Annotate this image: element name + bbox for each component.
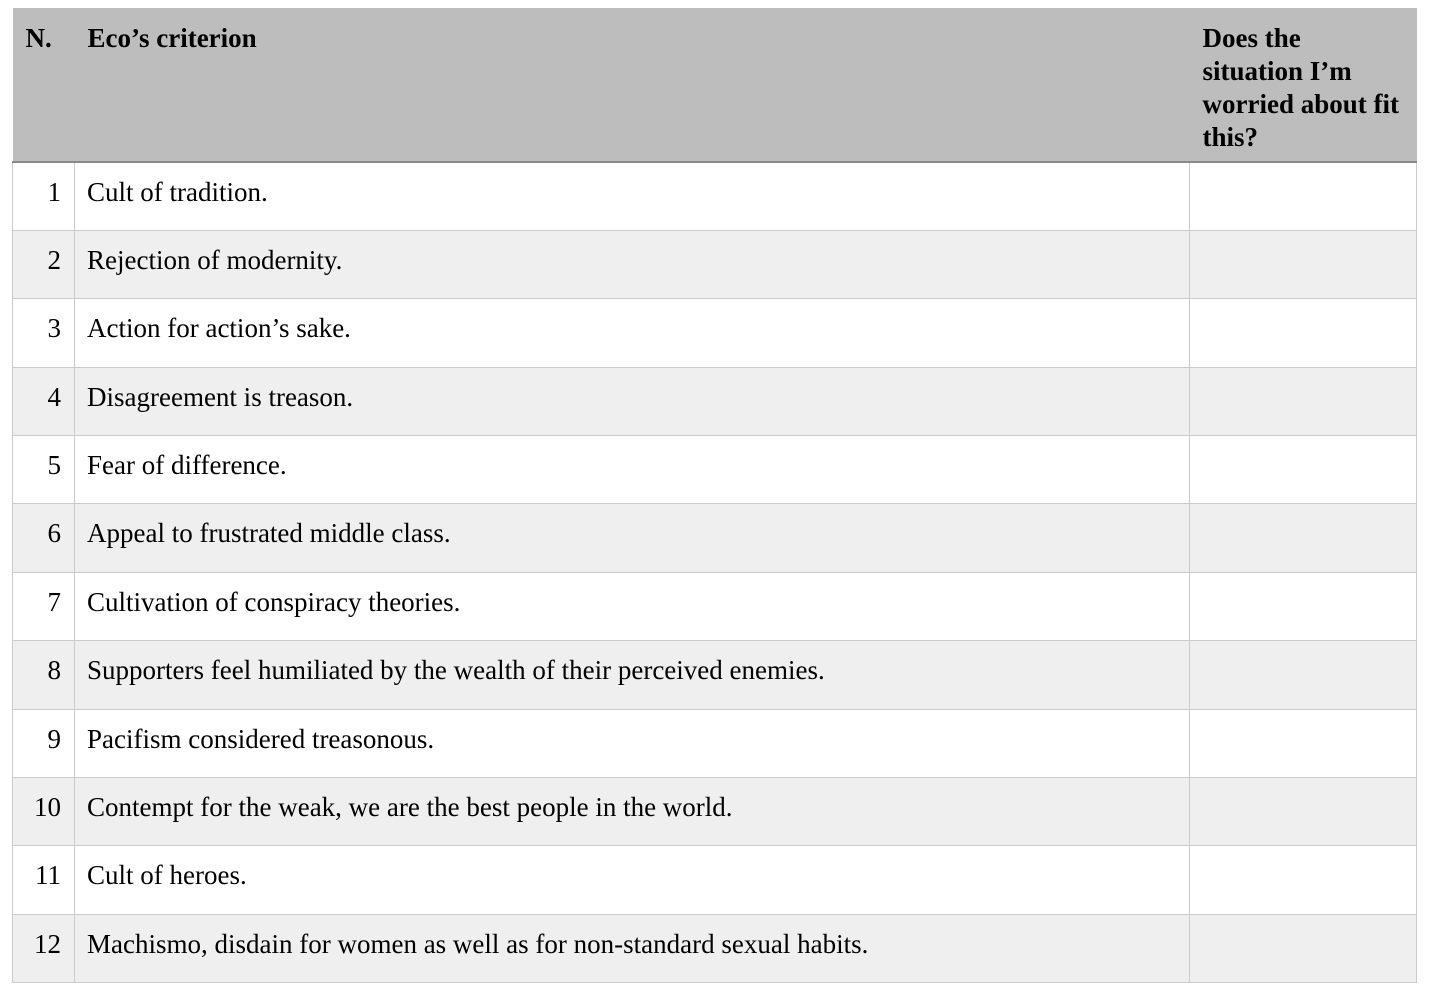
row-number: 8	[12, 640, 75, 710]
fit-answer-cell[interactable]	[1189, 298, 1417, 368]
row-number: 4	[12, 366, 75, 437]
row-number: 11	[12, 845, 75, 915]
criteria-table: N. Eco’s criterion Does the situation I’…	[12, 8, 1417, 984]
criterion-cell: Pacifism considered treasonous.	[74, 708, 1190, 779]
table-row: 11 Cult of heroes.	[12, 845, 1417, 915]
table-row: 4 Disagreement is treason.	[12, 366, 1417, 437]
criterion-cell: Fear of difference.	[74, 435, 1190, 505]
table-row: 9 Pacifism considered treasonous.	[12, 708, 1417, 779]
table-body: 1 Cult of tradition. 2 Rejection of mode…	[12, 161, 1417, 984]
table-row: 10 Contempt for the weak, we are the bes…	[12, 777, 1417, 847]
row-number: 1	[12, 161, 75, 231]
fit-answer-cell[interactable]	[1189, 435, 1417, 505]
table-header: N. Eco’s criterion Does the situation I’…	[12, 8, 1417, 163]
fit-answer-cell[interactable]	[1189, 229, 1417, 300]
fit-answer-cell[interactable]	[1189, 571, 1417, 642]
criterion-cell: Appeal to frustrated middle class.	[74, 503, 1190, 573]
criterion-cell: Action for action’s sake.	[74, 298, 1190, 368]
fit-answer-cell[interactable]	[1189, 640, 1417, 710]
fit-answer-cell[interactable]	[1189, 366, 1417, 437]
table-row: 6 Appeal to frustrated middle class.	[12, 503, 1417, 573]
column-header-number: N.	[12, 8, 75, 163]
criterion-cell: Machismo, disdain for women as well as f…	[74, 913, 1190, 984]
header-row: N. Eco’s criterion Does the situation I’…	[12, 8, 1417, 163]
row-number: 9	[12, 708, 75, 779]
table-row: 8 Supporters feel humiliated by the weal…	[12, 640, 1417, 710]
criterion-cell: Cult of tradition.	[74, 161, 1190, 231]
fit-answer-cell[interactable]	[1189, 708, 1417, 779]
table-row: 5 Fear of difference.	[12, 435, 1417, 505]
criterion-cell: Contempt for the weak, we are the best p…	[74, 777, 1190, 847]
criterion-cell: Rejection of modernity.	[74, 229, 1190, 300]
criterion-cell: Disagreement is treason.	[74, 366, 1190, 437]
row-number: 6	[12, 503, 75, 573]
table-row: 3 Action for action’s sake.	[12, 298, 1417, 368]
column-header-fit: Does the situation I’m worried about fit…	[1189, 8, 1417, 163]
fit-answer-cell[interactable]	[1189, 161, 1417, 231]
table-row: 7 Cultivation of conspiracy theories.	[12, 571, 1417, 642]
row-number: 3	[12, 298, 75, 368]
fit-answer-cell[interactable]	[1189, 503, 1417, 573]
row-number: 10	[12, 777, 75, 847]
row-number: 12	[12, 913, 75, 984]
row-number: 5	[12, 435, 75, 505]
fit-answer-cell[interactable]	[1189, 777, 1417, 847]
row-number: 7	[12, 571, 75, 642]
fit-answer-cell[interactable]	[1189, 845, 1417, 915]
fit-answer-cell[interactable]	[1189, 913, 1417, 984]
column-header-criterion: Eco’s criterion	[74, 8, 1190, 163]
table-row: 2 Rejection of modernity.	[12, 229, 1417, 300]
criterion-cell: Supporters feel humiliated by the wealth…	[74, 640, 1190, 710]
table-row: 1 Cult of tradition.	[12, 161, 1417, 231]
row-number: 2	[12, 229, 75, 300]
criterion-cell: Cult of heroes.	[74, 845, 1190, 915]
table-row: 12 Machismo, disdain for women as well a…	[12, 913, 1417, 984]
criterion-cell: Cultivation of conspiracy theories.	[74, 571, 1190, 642]
